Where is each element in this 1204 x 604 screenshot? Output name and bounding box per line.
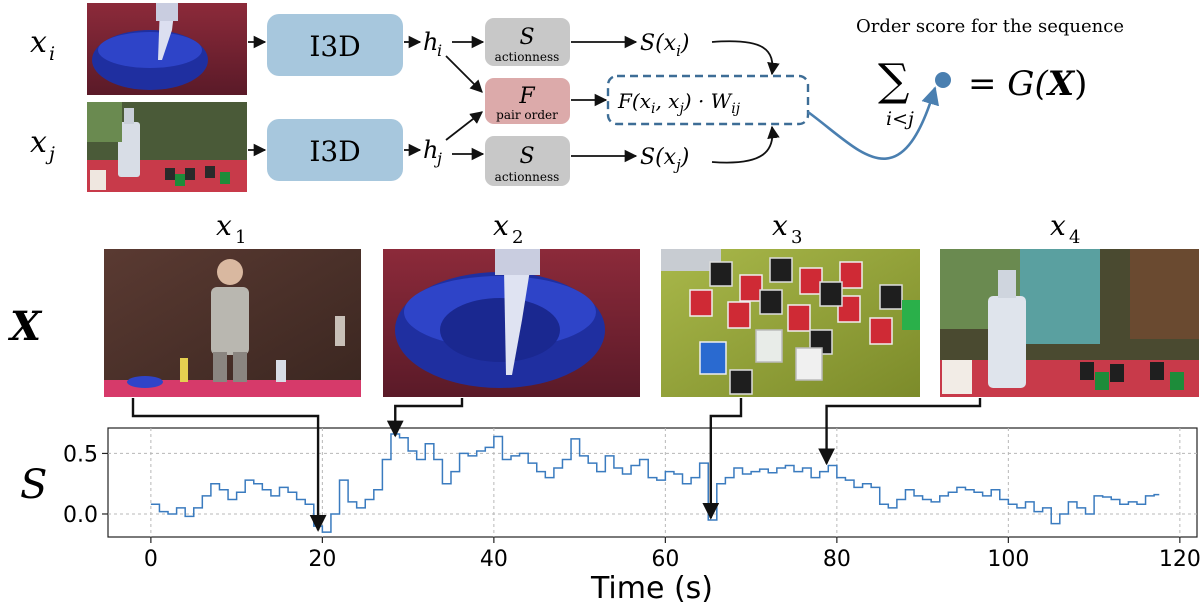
svg-text:actionness: actionness (495, 170, 560, 184)
svg-text:4: 4 (1069, 227, 1080, 248)
arrow-score-i-to-pair-box (711, 40, 780, 76)
order-score-result: = G(X) (968, 64, 1087, 104)
chart-y-tick-label: 0.5 (63, 442, 98, 467)
chart-plot-area (107, 427, 1198, 538)
svg-text:3: 3 (791, 227, 802, 248)
svg-text:i: i (49, 43, 55, 65)
input-i-label: x i (30, 25, 55, 65)
actionness-chart: 0 20 40 60 80 100 120 0.0 0.5 S Time (s) (20, 398, 1201, 604)
svg-text:pair order: pair order (496, 108, 558, 122)
svg-text:x: x (1050, 209, 1066, 242)
frame-pointer-arrow (702, 398, 743, 520)
svg-text:S: S (519, 25, 534, 50)
feature-i-label: h i (423, 28, 442, 60)
chart-y-label: S (20, 462, 47, 508)
sequence-set-label: X (7, 303, 43, 350)
chart-x-tick-label: 20 (308, 547, 336, 572)
encoder-box-i: I3D (267, 14, 403, 76)
svg-text:i: i (437, 41, 442, 60)
chart-x-tick-label: 40 (480, 547, 508, 572)
score-i-label: S(xi) (640, 31, 689, 60)
chart-x-ticks: 0 20 40 60 80 100 120 (144, 537, 1201, 572)
svg-text:1: 1 (235, 227, 246, 248)
svg-text:x: x (216, 209, 232, 242)
svg-text:F: F (518, 84, 535, 109)
chart-x-tick-label: 100 (987, 547, 1029, 572)
shot-glasses-photo (661, 249, 920, 397)
sum-symbol: ∑ (878, 55, 909, 106)
s-head-box-i: S actionness (485, 18, 570, 66)
pouring-bowl-photo (383, 249, 640, 397)
svg-text:actionness: actionness (495, 50, 560, 64)
encoder-box-j: I3D (267, 119, 403, 181)
arrow-feature-j-to-f-head (445, 111, 483, 141)
order-score-title: Order score for the sequence (856, 16, 1124, 37)
svg-text:x: x (30, 125, 47, 160)
svg-text:x: x (30, 25, 47, 60)
vodka-bottle-photo-small (87, 102, 247, 192)
chart-x-tick-label: 60 (651, 547, 679, 572)
frame-pointer-arrow (386, 398, 464, 438)
chart-grid (108, 428, 1197, 537)
arrow-feature-i-to-f-head (445, 55, 483, 93)
frame-pointer-arrow (131, 398, 327, 532)
chart-y-ticks: 0.0 0.5 (63, 442, 108, 528)
chart-y-tick-label: 0.0 (63, 503, 98, 528)
svg-text:= G(X): = G(X) (968, 64, 1087, 104)
chart-x-tick-label: 0 (144, 547, 158, 572)
frame-pointer-arrow (818, 398, 982, 466)
svg-text:I3D: I3D (309, 135, 360, 168)
svg-text:F(xi, xj) · Wij: F(xi, xj) · Wij (617, 89, 741, 117)
pair-term-dot (935, 72, 951, 88)
svg-text:h: h (423, 136, 438, 164)
arrow-score-j-to-pair-box (711, 125, 780, 164)
pouring-bowl-photo-small (87, 3, 247, 95)
pair-score-box: F(xi, xj) · Wij (606, 74, 810, 126)
score-j-label: S(xj) (640, 145, 689, 174)
svg-text:j: j (434, 149, 442, 168)
svg-text:h: h (423, 28, 438, 56)
sum-index: i<j (886, 108, 914, 130)
chart-x-tick-label: 80 (823, 547, 851, 572)
svg-text:j: j (45, 143, 55, 165)
vodka-bottle-photo (940, 249, 1199, 397)
svg-text:x: x (493, 209, 509, 242)
arrow-pair-box-to-sum (807, 86, 940, 160)
feature-j-label: h j (423, 136, 442, 168)
chart-x-label: Time (s) (590, 571, 713, 604)
frame-time-pointers (131, 398, 982, 532)
svg-text:S(xi): S(xi) (640, 31, 689, 60)
svg-text:S(xj): S(xj) (640, 145, 689, 174)
chart-x-tick-label: 120 (1159, 547, 1201, 572)
input-j-label: x j (30, 125, 55, 165)
f-head-box: F pair order (485, 78, 570, 124)
svg-text:2: 2 (512, 227, 523, 248)
man-standing-photo (104, 249, 361, 397)
svg-text:I3D: I3D (309, 30, 360, 63)
svg-text:x: x (772, 209, 788, 242)
s-head-box-j: S actionness (485, 136, 570, 186)
svg-text:S: S (519, 144, 534, 169)
